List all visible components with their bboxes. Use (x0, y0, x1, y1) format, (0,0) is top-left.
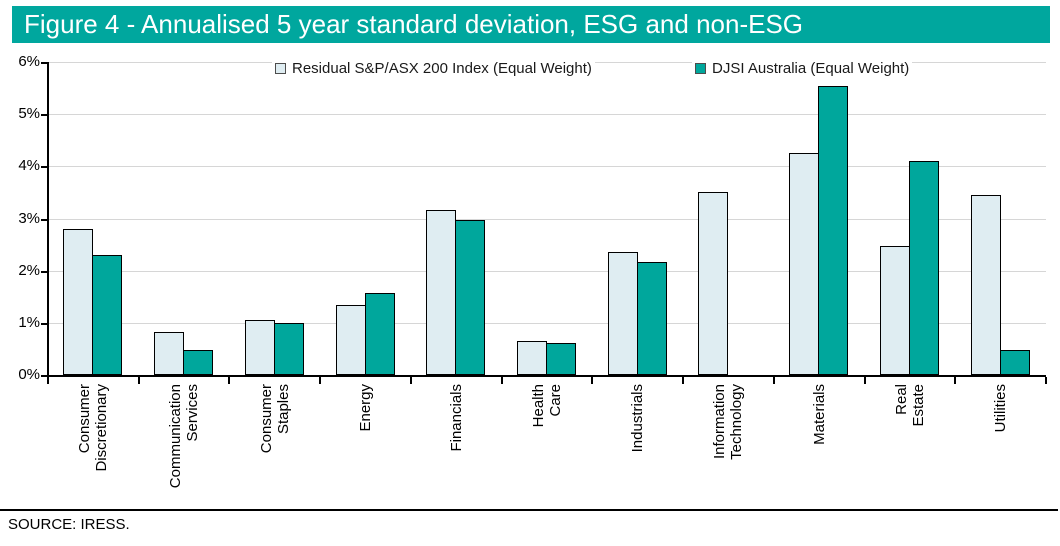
x-category-label-2: Communication Services (167, 384, 202, 489)
bar-residual-11 (970, 194, 1001, 375)
gridline-3pct (48, 218, 1046, 220)
y-tick-6% (41, 62, 47, 64)
gridline-4pct (48, 166, 1046, 168)
bar-residual-9 (789, 152, 820, 375)
bar-residual-1 (63, 228, 94, 375)
y-tick-label-4%: 4% (18, 157, 40, 175)
y-tick-label-5%: 5% (18, 105, 40, 123)
x-tick-8 (772, 377, 775, 384)
x-tick-2 (228, 377, 231, 384)
x-tick-7 (682, 377, 685, 384)
y-tick-label-6%: 6% (18, 53, 40, 70)
x-tick-1 (137, 377, 140, 384)
bar-djsi-7 (636, 261, 667, 375)
bar-djsi-5 (455, 220, 486, 375)
y-tick-1% (41, 322, 47, 325)
x-tick-9 (863, 377, 866, 384)
bar-residual-8 (698, 192, 729, 375)
x-category-label-9: Materials (810, 384, 828, 445)
bar-residual-7 (607, 251, 638, 375)
y-axis (47, 62, 49, 377)
bar-djsi-11 (999, 349, 1030, 375)
bar-chart: 0% 1% 2% 3% 4% 5% 6% Consumer Discretionary Commu… (18, 53, 1047, 489)
legend-swatch-residual (275, 62, 286, 74)
y-tick-label-0%: 0% (18, 366, 40, 383)
bar-djsi-1 (92, 255, 123, 375)
source-note: SOURCE: IRESS. (8, 516, 130, 533)
bar-djsi-3 (273, 322, 304, 375)
bar-residual-5 (426, 209, 457, 375)
legend-item-djsi: DJSI Australia (Equal Weight) (692, 58, 913, 78)
gridline-1pct (48, 322, 1046, 324)
legend-item-residual: Residual S&P/ASX 200 Index (Equal Weight… (272, 58, 595, 78)
y-tick-4% (41, 166, 47, 169)
bar-residual-6 (517, 341, 547, 375)
figure-title-bar: Figure 4 - Annualised 5 year standard de… (12, 6, 1050, 43)
y-tick-0% (41, 375, 47, 377)
y-tick-5% (41, 114, 47, 117)
x-axis (48, 375, 1046, 377)
bar-residual-3 (244, 320, 275, 375)
x-tick-10 (954, 377, 957, 384)
x-category-label-4: Energy (357, 384, 375, 432)
x-category-label-5: Financials (447, 384, 465, 452)
bar-residual-4 (335, 304, 366, 375)
legend-swatch-djsi (695, 62, 706, 74)
legend-label-djsi: DJSI Australia (Equal Weight) (712, 59, 910, 77)
y-tick-label-3%: 3% (18, 209, 40, 227)
x-tick-6 (591, 377, 594, 384)
x-tick-4 (409, 377, 412, 384)
bar-djsi-4 (364, 292, 395, 375)
figure-title: Figure 4 - Annualised 5 year standard de… (24, 9, 804, 39)
y-tick-label-2%: 2% (18, 261, 40, 279)
bar-residual-2 (154, 331, 185, 375)
x-tick-5 (500, 377, 503, 384)
x-category-label-10: Real Estate (892, 384, 927, 427)
y-tick-3% (41, 218, 47, 221)
x-category-label-11: Utilities (992, 384, 1010, 433)
x-category-label-1: Consumer Discretionary (76, 384, 111, 472)
gridline-2pct (48, 270, 1046, 272)
x-category-label-7: Industrials (629, 384, 647, 453)
y-tick-label-1%: 1% (18, 313, 40, 331)
footer-divider (0, 509, 1058, 511)
bar-residual-10 (879, 246, 910, 375)
x-tick-3 (319, 377, 322, 384)
x-tick-11 (1045, 377, 1047, 384)
legend-label-residual: Residual S&P/ASX 200 Index (Equal Weight… (292, 59, 592, 77)
bar-djsi-9 (818, 85, 849, 375)
x-tick-0 (47, 377, 49, 384)
x-category-label-6: Health Care (530, 384, 564, 428)
bar-djsi-2 (183, 349, 214, 375)
x-category-label-3: Consumer Staples (257, 384, 292, 454)
bar-djsi-10 (908, 161, 939, 375)
x-category-label-8: Information Technology (711, 384, 746, 460)
gridline-5pct (48, 114, 1046, 116)
bar-djsi-6 (546, 342, 576, 375)
y-tick-2% (41, 270, 47, 273)
